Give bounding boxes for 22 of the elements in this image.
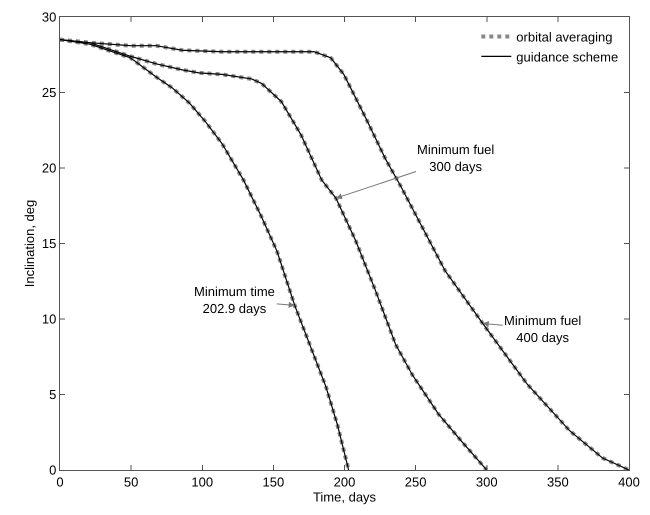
- annotation: Minimum time 202.9 days: [194, 284, 275, 316]
- legend-label: orbital averaging: [516, 30, 612, 45]
- annotation: Minimum fuel 400 days: [504, 313, 582, 345]
- x-tick-label: 300: [476, 474, 498, 490]
- x-tick-label: 100: [191, 474, 214, 490]
- y-tick-label: 25: [42, 85, 56, 100]
- y-tick-label: 0: [49, 462, 56, 478]
- legend-label: guidance scheme: [516, 49, 618, 64]
- x-tick-label: 200: [334, 474, 356, 490]
- x-tick-label: 150: [262, 474, 284, 490]
- x-axis-title: Time, days: [312, 490, 377, 505]
- x-tick-label: 350: [547, 474, 569, 490]
- y-tick-label: 15: [42, 236, 56, 252]
- x-tick-label: 400: [618, 474, 640, 490]
- x-tick-label: 50: [124, 474, 138, 490]
- y-tick-label: 10: [42, 312, 56, 327]
- y-axis-title: Inclination, deg: [22, 200, 37, 288]
- y-tick-label: 30: [42, 10, 56, 25]
- y-tick-label: 5: [49, 387, 56, 402]
- x-tick-label: 250: [404, 474, 426, 490]
- annotation: Minimum fuel 300 days: [417, 142, 494, 174]
- y-tick-label: 20: [42, 160, 56, 176]
